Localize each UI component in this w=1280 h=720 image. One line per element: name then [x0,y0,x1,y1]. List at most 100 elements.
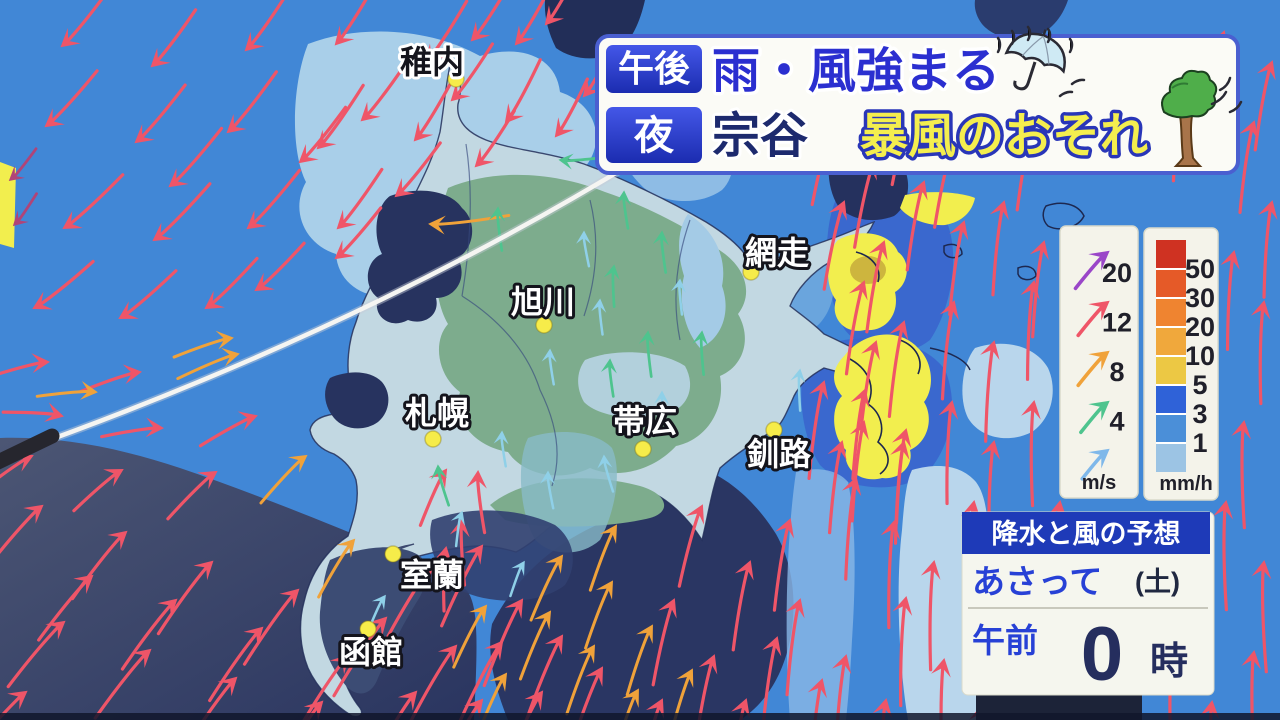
wind-legend: 20 12 8 4 m/s [1059,225,1139,499]
wind-arrow [72,469,124,513]
precip-color-step [1156,356,1186,385]
wind-arrow [334,206,383,260]
wind-speed-label: 8 [1109,357,1124,387]
badge-afternoon-label: 午後 [618,48,691,89]
city-marker [384,545,402,563]
yellow-sliver-west-edge [0,162,16,248]
wind-arrow [785,598,805,697]
wind-arrow [1250,300,1271,406]
wind-arrow [865,240,888,334]
wind-arrow [1079,400,1110,435]
wind-arrow [172,330,234,359]
wind-arrow [600,358,617,398]
wind-arrow [0,690,28,720]
rain-drops-icon [996,25,1086,98]
wind-arrow [790,368,806,412]
wind-arrow [920,560,941,672]
wind-arrow [692,330,709,376]
wind-arrow [611,688,639,720]
wind-speed-label: 20 [1102,258,1132,288]
wind-arrow [980,340,1000,443]
precip-value-label: 10 [1185,341,1215,371]
wind-arrow [1251,560,1272,674]
wind-arrow [652,230,669,274]
pointer-handle [0,428,60,470]
wind-arrow [807,380,829,480]
wind-arrow [432,546,453,613]
wind-arrow [529,554,564,622]
yellow-core-olive [850,256,886,284]
wind-arrow [509,560,525,598]
city-label-obihiro: 帯広 [613,403,677,439]
precip-value-label: 30 [1185,283,1215,313]
precip-color-step [1156,240,1186,269]
headline-region-text: 宗谷 [712,110,808,163]
wind-arrow [336,167,384,230]
wind-arrow [466,470,487,535]
wind-arrow [0,504,44,569]
wind-arrow [134,83,187,144]
precip-color-step [1156,443,1186,472]
forecast-hour-value: 0 [1081,612,1123,697]
wind-arrow [887,320,909,418]
city-marker [742,263,760,281]
wind-arrow [295,654,350,720]
wind-arrow [891,428,912,525]
wind-arrow [1021,400,1041,508]
wind-arrow [677,504,704,588]
wind-arrow [1029,240,1049,339]
city-marker [765,421,783,439]
wind-arrow [37,574,94,642]
wind-legend-items: 20 12 8 4 [1073,250,1132,481]
wind-arrow [540,470,556,510]
wind-arrow [603,264,620,308]
wind-arrow [1238,120,1259,214]
land-rain-column-east [679,214,726,348]
forecast-day: あさって [972,563,1102,600]
wind-arrow [625,624,653,697]
windblown-tree-icon [1161,69,1243,167]
wind-arrow [168,126,224,188]
precip-value-label: 20 [1185,312,1215,342]
city-label-hakodate: 函館 [339,634,403,670]
badge-night-label: 夜 [633,114,675,158]
wind-arrow [152,182,212,242]
wind-unit-label: m/s [1082,472,1116,494]
city-label-asahikawa: 旭川 [511,284,575,320]
forecast-panel-header [962,512,1210,554]
wind-arrow [671,278,686,316]
wind-arrow [32,259,95,310]
wind-arrow [576,230,592,268]
bottom-frame-strip [0,713,1280,720]
precip-color-step [1156,385,1186,414]
wind-speed-label: 12 [1102,308,1132,338]
headline-banner: 午後 雨・風強まる 夜 宗谷 暴風のおそれ [595,25,1243,175]
wind-arrow [413,76,456,142]
badge-night [606,107,702,163]
city-label-muroran: 室蘭 [400,557,464,593]
wind-arrow [246,168,302,230]
wind-arrow [208,626,264,703]
city-marker [535,316,553,334]
city-label-kushiro: 釧路 [747,436,812,472]
wind-arrow [166,470,218,521]
wind-arrow [1080,448,1110,481]
wind-arrow [541,348,557,386]
wind-arrow [488,206,505,252]
wind-arrow [450,510,465,548]
wind-arrow [807,678,827,720]
wind-arrow [554,77,589,138]
wind-arrow [822,200,847,291]
wind-arrow [298,105,348,164]
wind-arrow [859,340,880,430]
wind-arrow [366,690,418,720]
wind-arrow [731,560,754,652]
wind-arrow [1220,250,1240,351]
wind-arrow [424,0,469,64]
wind-arrow [470,0,511,42]
city-label-wakkanai: 稚内 [400,44,464,80]
wind-arrow [0,353,50,379]
